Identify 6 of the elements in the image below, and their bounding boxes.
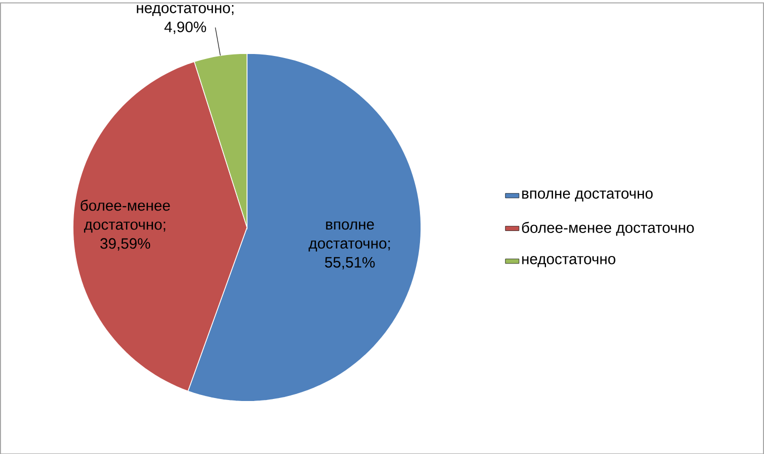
data-label: недостаточно; 4,90% (136, 4, 234, 34)
legend-label: вполне достаточно (522, 190, 653, 202)
legend-label: недостаточно (522, 256, 616, 267)
legend-label: более-менее достаточно (522, 222, 694, 236)
data-label: более-менее достаточно; 39,59% (80, 199, 170, 250)
data-label: вполне достаточно; 55,51% (308, 221, 390, 270)
